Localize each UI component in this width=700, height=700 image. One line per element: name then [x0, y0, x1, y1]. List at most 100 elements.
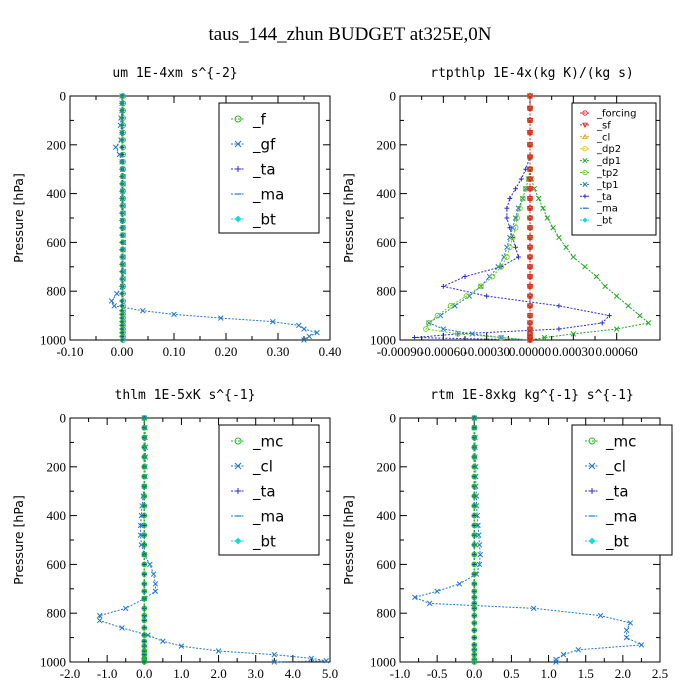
data-point	[141, 542, 148, 548]
data-point	[120, 122, 126, 129]
data-point	[152, 588, 159, 594]
legend-label: _tp2	[596, 168, 619, 179]
y-axis-label: Pressure [hPa]	[341, 495, 356, 585]
data-point	[509, 225, 516, 231]
chart-panel-3: thlm 1E-5xK s^{-1} Pressure [hPa] 0 200 400 6…	[11, 388, 338, 681]
data-point	[147, 561, 153, 568]
y-tick-label: 600	[47, 557, 67, 572]
legend-label: _ma	[596, 204, 618, 215]
data-point	[301, 337, 307, 343]
data-point	[527, 334, 533, 341]
legend-box	[218, 424, 320, 556]
series-line	[99, 417, 327, 663]
legend-marker	[235, 166, 241, 172]
chart-panel-4: rtm 1E-8xkg kg^{-1} s^{-1} Pressure [hPa]…	[341, 388, 673, 681]
data-point	[142, 444, 149, 451]
data-point	[463, 293, 470, 299]
y-tick-label: 1000	[370, 655, 396, 670]
x-tick-label: -0.00030	[463, 344, 510, 359]
data-point	[119, 93, 125, 99]
data-point	[120, 239, 126, 246]
legend-label: _cl	[252, 457, 273, 476]
data-point	[471, 612, 478, 619]
data-point	[471, 571, 478, 578]
data-point	[526, 235, 534, 241]
data-point	[120, 246, 126, 253]
legend-label: _f	[252, 110, 267, 129]
x-tick-label: 2.0	[615, 666, 631, 681]
legend-label: _tp1	[596, 180, 619, 191]
data-point	[141, 605, 148, 612]
data-point	[140, 307, 146, 314]
data-point	[575, 647, 582, 653]
data-point	[119, 625, 125, 631]
data-point	[599, 320, 605, 326]
x-tick-label: -1.0	[97, 666, 118, 681]
x-tick-label: 2.0	[210, 666, 226, 681]
data-point	[120, 202, 126, 209]
x-tick-label: 0.00030	[552, 344, 594, 359]
data-point	[527, 166, 533, 173]
data-point	[426, 600, 433, 607]
data-point	[120, 93, 126, 99]
panel-title: um 1E-4xm s^{-2}	[112, 66, 237, 81]
data-point	[498, 334, 504, 341]
y-axis-label: Pressure [hPa]	[11, 495, 26, 585]
data-point	[471, 463, 478, 470]
data-point	[141, 581, 148, 587]
data-point	[114, 290, 120, 297]
x-tick-label: -1.0	[390, 666, 411, 681]
legend-label: _sf	[596, 120, 611, 131]
data-point	[507, 225, 513, 231]
data-point	[471, 493, 478, 499]
y-tick-label: 600	[47, 235, 67, 250]
data-point	[120, 329, 126, 336]
data-point	[541, 334, 548, 341]
legend-label: _ma	[252, 185, 284, 204]
data-point	[141, 454, 148, 460]
data-point	[141, 424, 148, 431]
x-tick-label: 0.5	[503, 666, 519, 681]
series-f	[120, 93, 126, 343]
data-point	[141, 561, 148, 568]
data-point	[477, 551, 483, 558]
data-point	[150, 571, 157, 577]
legend-label: _dp2	[596, 144, 621, 155]
legend: _forcing_sf_cl_dp2_dp1_tp2_tp1_ta_ma_bt	[571, 102, 657, 236]
data-point	[306, 333, 312, 340]
legend-marker	[582, 146, 588, 152]
x-tick-label: 0.00000	[509, 344, 551, 359]
data-point	[120, 151, 126, 158]
data-point	[527, 185, 533, 192]
series-forcing	[527, 93, 533, 343]
y-axis-label: Pressure [hPa]	[341, 173, 356, 263]
legend-marker	[582, 169, 588, 176]
data-point	[301, 326, 307, 332]
data-point	[471, 522, 478, 529]
legend-marker	[234, 115, 242, 123]
data-point	[96, 617, 103, 624]
data-point	[178, 643, 185, 649]
data-point	[527, 141, 533, 148]
panel-title: rtpthlp 1E-4x(kg K)/(kg s)	[430, 66, 634, 81]
data-point	[645, 320, 652, 326]
data-point	[120, 261, 126, 268]
data-point	[120, 333, 126, 340]
x-tick-label: 5.0	[322, 666, 338, 681]
data-point	[471, 532, 478, 538]
data-point	[516, 254, 521, 260]
data-point	[215, 648, 222, 654]
data-point	[623, 627, 630, 634]
data-point	[556, 303, 562, 309]
data-point	[270, 318, 276, 325]
y-tick-label: 800	[47, 284, 67, 299]
y-tick-label: 800	[377, 606, 397, 621]
legend-marker	[582, 217, 588, 223]
y-tick-label: 600	[377, 557, 397, 572]
data-point	[141, 463, 148, 470]
data-point	[120, 326, 126, 332]
x-tick-label: 0.0	[466, 666, 482, 681]
data-point	[434, 588, 440, 594]
y-tick-label: 400	[377, 508, 397, 523]
data-point	[527, 93, 533, 99]
